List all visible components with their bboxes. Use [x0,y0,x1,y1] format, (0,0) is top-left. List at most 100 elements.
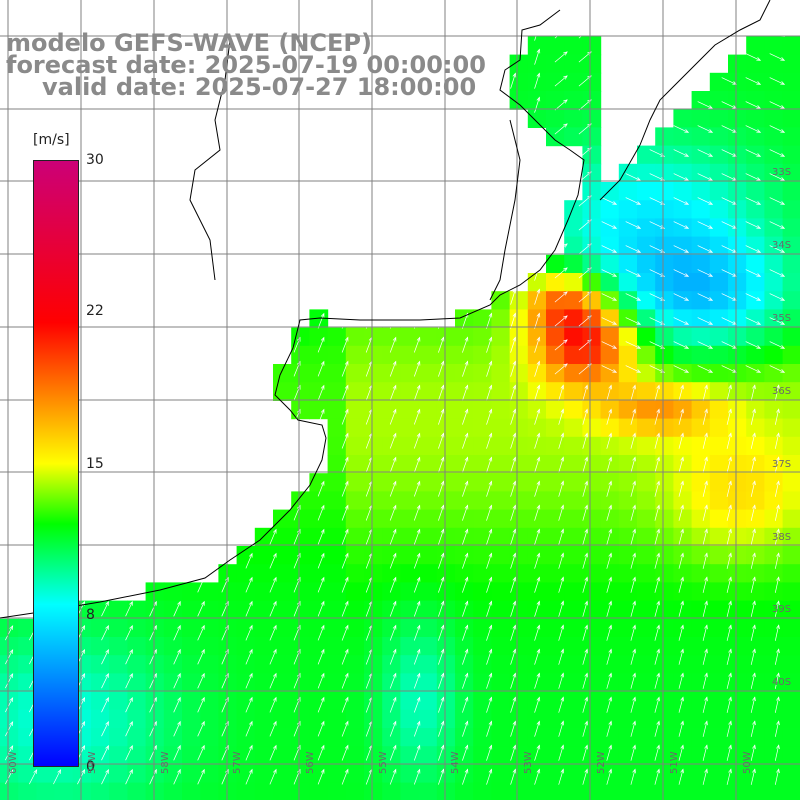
wind-speed-cell [418,709,438,729]
wind-arrow [606,672,613,689]
wind-arrow [606,384,613,401]
wind-arrow [678,576,684,593]
lat-label-39s: 39S [772,604,792,615]
wind-arrow [630,552,636,569]
wind-arrow [745,317,762,325]
wind-speed-cell [728,236,747,256]
wind-speed-cell [364,473,383,492]
wind-speed-cell [691,145,711,165]
wind-arrow [438,768,445,785]
wind-speed-cell [400,655,420,674]
wind-speed-cell [709,546,729,565]
wind-arrow [673,197,690,205]
wind-speed-cell [382,746,401,765]
wind-arrow [173,624,181,641]
wind-speed-cell [728,327,747,347]
wind-speed-cell [655,273,674,292]
wind-arrow [697,125,714,133]
wind-speed-cell [618,291,638,310]
wind-arrow [726,672,732,689]
wind-arrow [702,456,708,473]
wind-arrow [510,552,517,569]
wind-speed-cell [491,382,511,401]
wind-arrow [769,365,786,373]
wind-arrow [774,672,780,689]
wind-speed-cell [637,564,656,583]
wind-arrow [582,384,589,401]
wind-arrow [534,312,541,329]
wind-speed-cell [764,200,784,219]
lat-label-35s: 35S [772,313,792,324]
wind-arrow [389,312,397,329]
wind-speed-cell [455,546,474,565]
wind-speed-cell [764,728,784,747]
wind-arrow [413,576,421,593]
wind-speed-cell [400,564,420,583]
wind-speed-cell [418,418,438,438]
wind-arrow [654,480,660,497]
wind-arrow [317,624,325,641]
wind-speed-cell [109,655,128,674]
wind-speed-cell [546,418,565,438]
wind-speed-cell [564,618,583,638]
wind-arrow [341,384,349,401]
wind-arrow [413,336,421,353]
wind-speed-cell [564,546,583,565]
wind-speed-cell [473,709,492,729]
wind-speed-cell [491,564,511,583]
wind-arrow [534,552,541,569]
wind-arrow [510,720,517,737]
wind-speed-cell [746,582,765,602]
wind-speed-cell [364,655,383,674]
wind-speed-cell [91,600,110,620]
wind-speed-cell [782,764,800,784]
wind-arrow [438,744,445,761]
wind-speed-cell [473,345,492,365]
wind-arrow [245,768,253,785]
wind-arrow [750,624,756,641]
wind-speed-field [0,36,800,800]
wind-arrow [413,504,421,521]
wind-speed-cell [582,127,602,147]
wind-speed-cell [273,637,292,656]
wind-arrow [702,552,708,569]
wind-speed-cell [382,546,401,565]
wind-arrow [774,432,780,449]
wind-speed-cell [746,527,765,547]
wind-speed-cell [691,691,711,711]
wind-arrow [673,293,690,301]
wind-speed-cell [273,782,292,800]
wind-arrow [678,528,684,545]
wind-speed-cell [254,564,274,583]
wind-speed-cell [564,491,583,511]
wind-arrow [702,576,708,593]
wind-speed-cell [455,345,474,365]
wind-arrow [554,99,568,111]
wind-speed-cell [564,527,583,547]
wind-speed-cell [691,618,711,638]
wind-speed-cell [564,200,583,219]
wind-arrow [413,672,421,689]
forecast-date: forecast date: 2025-07-19 00:00:00 [6,51,486,79]
wind-arrow [462,624,469,641]
wind-speed-cell [127,728,147,747]
wind-speed-cell [728,436,747,456]
wind-arrow [774,600,780,617]
wind-arrow [726,744,732,761]
wind-speed-cell [655,200,674,219]
wind-arrow [745,293,762,301]
wind-speed-cell [109,764,128,784]
wind-speed-cell [655,400,674,420]
wind-speed-cell [709,418,729,438]
wind-arrow [341,360,349,377]
wind-speed-cell [364,418,383,438]
wind-speed-cell [600,382,620,401]
wind-speed-cell [364,582,383,602]
wind-speed-cell [273,582,292,602]
wind-arrow [697,221,714,229]
wind-arrow [673,269,690,277]
wind-speed-cell [527,54,547,74]
wind-arrow [654,504,660,521]
wind-speed-cell [637,382,656,401]
wind-speed-cell [746,291,765,310]
